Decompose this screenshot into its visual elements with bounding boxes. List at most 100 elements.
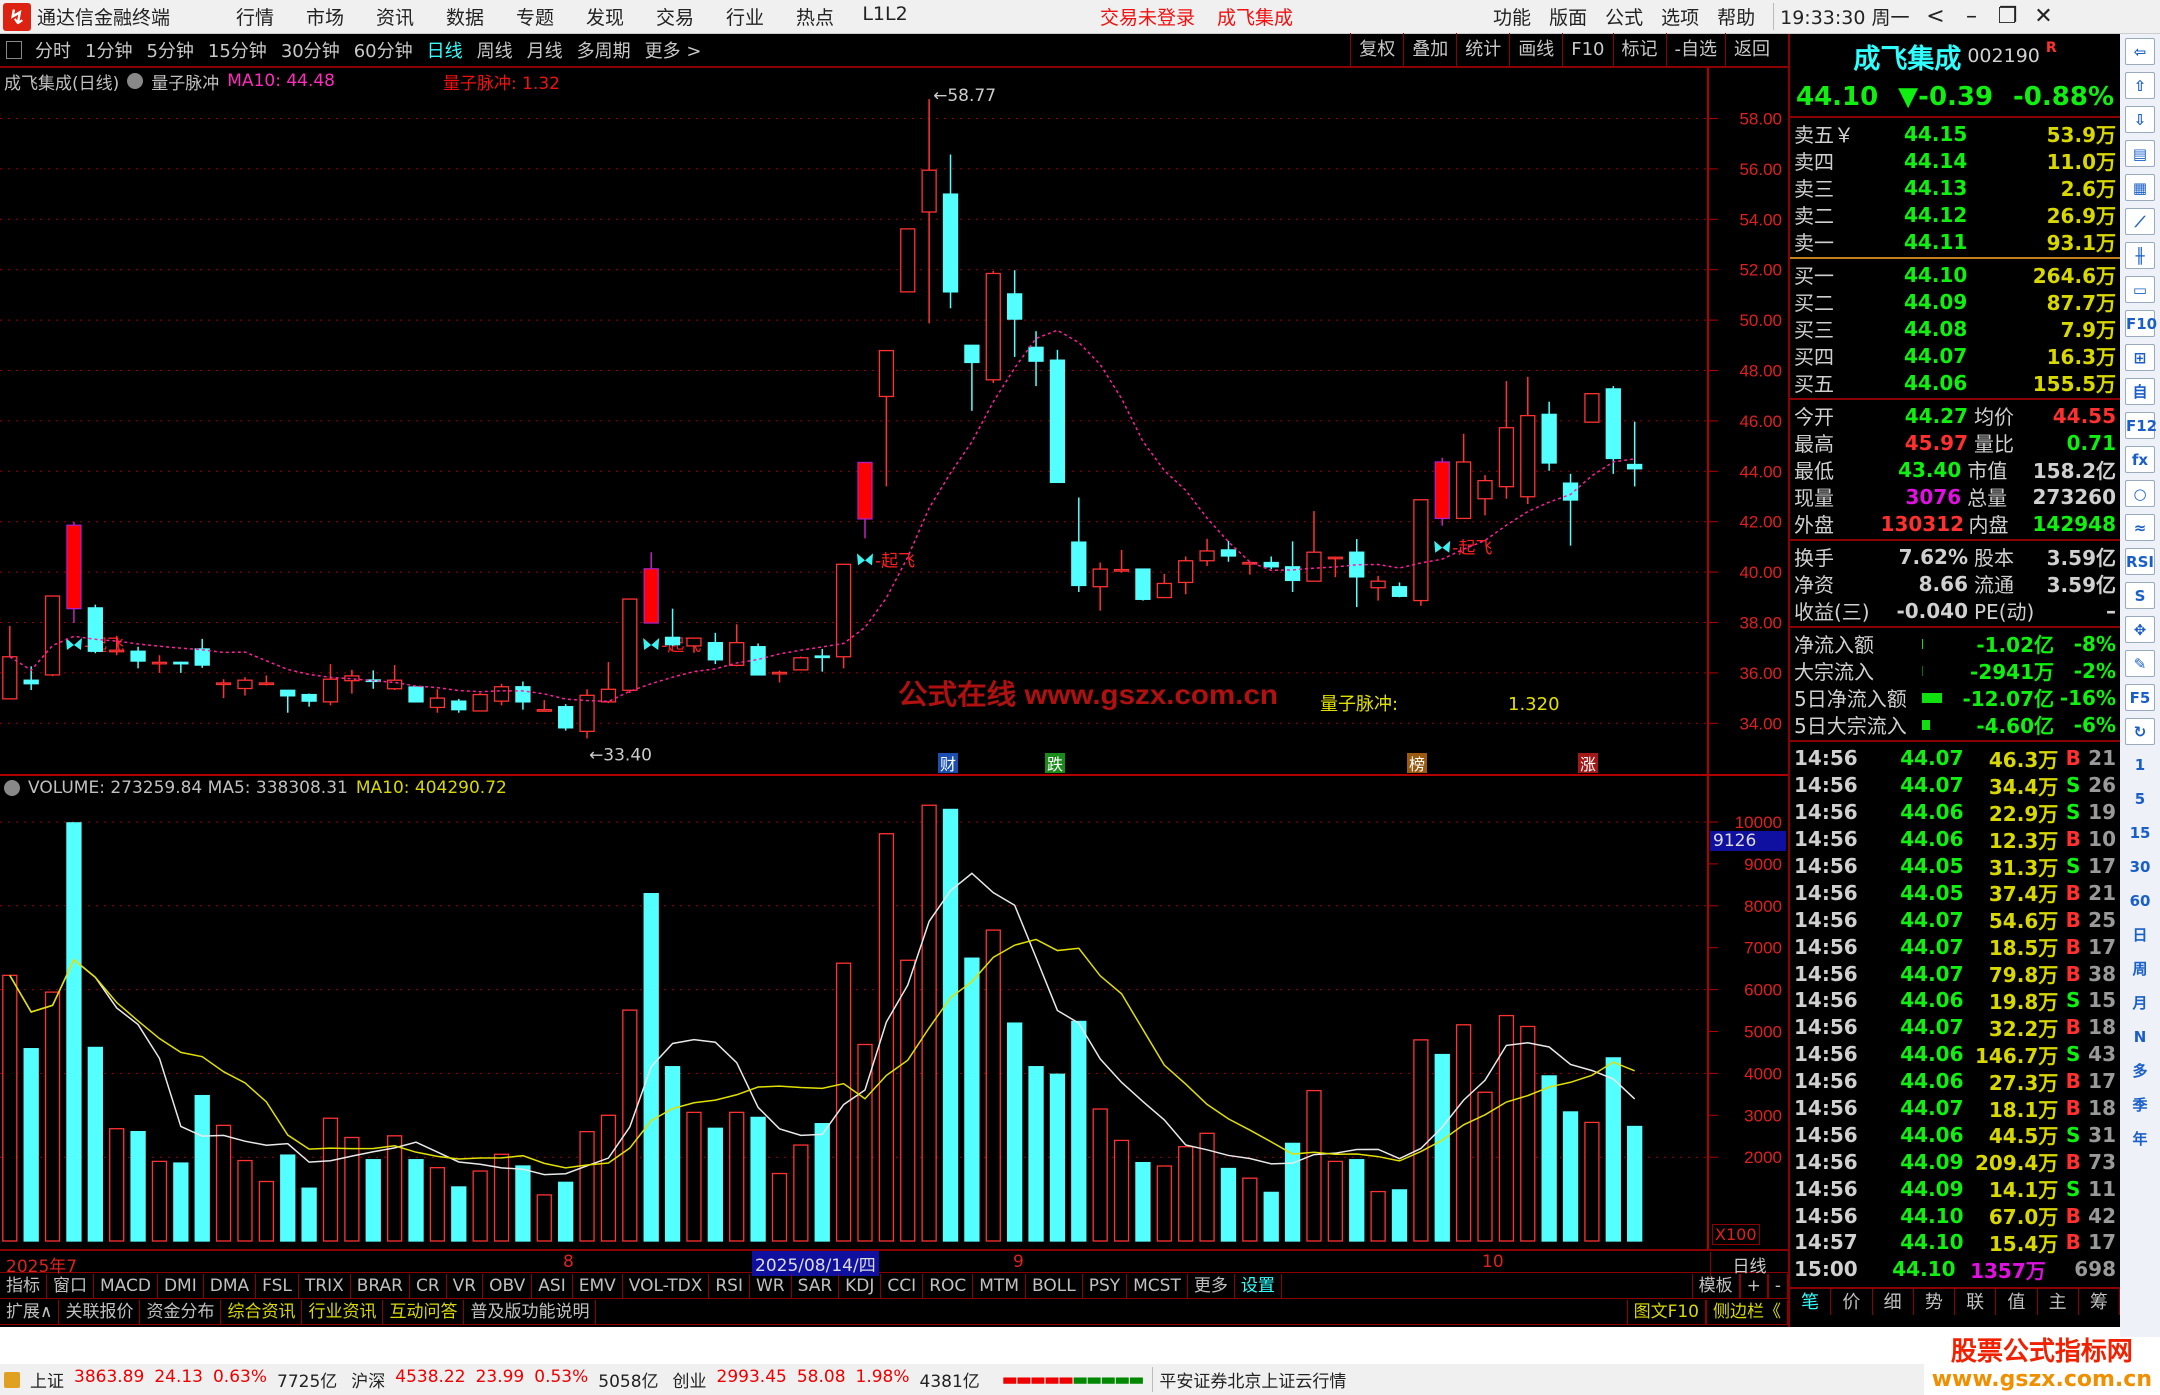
indicator-tab-SAR[interactable]: SAR [792,1273,840,1299]
menu-市场[interactable]: 市场 [306,7,345,29]
ext-tab-资金分布[interactable]: 资金分布 [140,1299,222,1325]
indicator-dropdown-icon[interactable] [127,73,144,89]
line-chart-icon[interactable]: ⟋ [2125,208,2155,235]
period-tab[interactable]: 1分钟 [85,41,133,62]
toolbar-button[interactable]: 画线 [1509,33,1562,67]
toolbar-button[interactable]: 标记 [1612,33,1666,67]
indicator-tab-MACD[interactable]: MACD [94,1273,158,1299]
up-icon[interactable]: ⇧ [2125,72,2155,99]
indicator-tab-BOLL[interactable]: BOLL [1026,1273,1083,1299]
period-month-icon[interactable]: 月 [2132,994,2148,1012]
wave-icon[interactable]: ≈ [2125,514,2155,541]
minimize-button[interactable]: – [1966,4,1977,29]
indicator-tab-MTM[interactable]: MTM [973,1273,1026,1299]
period-15-icon[interactable]: 15 [2129,824,2151,842]
refresh-icon[interactable]: ↻ [2125,718,2155,745]
board-icon[interactable]: ▦ [2125,174,2155,201]
menu-交易[interactable]: 交易 [656,7,695,29]
indicator-tab-WR[interactable]: WR [750,1273,792,1299]
menu-热点[interactable]: 热点 [796,7,835,29]
toolbar-button[interactable]: 统计 [1456,33,1509,67]
login-status[interactable]: 交易未登录 [1100,7,1196,29]
menu-行业[interactable]: 行业 [726,7,765,29]
indicator-tab-TRIX[interactable]: TRIX [299,1273,351,1299]
ext-tab-行业资讯[interactable]: 行业资讯 [302,1299,384,1325]
indicator-tab-指标[interactable]: 指标 [0,1273,47,1299]
period-1-icon[interactable]: 1 [2134,756,2146,774]
ext-tab-互动问答[interactable]: 互动问答 [383,1299,465,1325]
index-创业[interactable]: 创业 2993.45 58.08 1.98% 4381亿 [673,1367,980,1392]
toolbar-button[interactable]: F10 [1562,33,1612,67]
f5-icon[interactable]: F5 [2125,684,2155,711]
period-tab[interactable]: 分时 [35,41,71,62]
period-tab[interactable]: 周线 [476,41,513,62]
back-button[interactable]: < [1926,4,1945,29]
tick-list[interactable]: 14:56 44.07 46.3万 B 21 14:56 44.07 34.4万 S 26 14:5… [1790,742,2120,1287]
panel-tab-联[interactable]: 联 [1955,1289,1997,1315]
indicator-tab-OBV[interactable]: OBV [483,1273,533,1299]
menu-行情[interactable]: 行情 [236,7,275,29]
down-icon[interactable]: ⇩ [2125,106,2155,133]
circle-icon[interactable]: ○ [2125,480,2155,507]
ext-tab-普及版功能说明[interactable]: 普及版功能说明 [464,1299,597,1325]
menu-功能[interactable]: 功能 [1493,7,1532,29]
index-沪深[interactable]: 沪深 4538.22 23.99 0.53% 5058亿 [351,1367,658,1392]
menu-专题[interactable]: 专题 [516,7,555,29]
indicator-tab-CR[interactable]: CR [410,1273,447,1299]
menu-资讯[interactable]: 资讯 [376,7,415,29]
period-tab[interactable]: 15分钟 [207,41,267,62]
f10-icon[interactable]: F10 [2125,310,2157,337]
kline-chart[interactable]: 58.00 56.00 54.00 52.00 50.00 48.00 46.00 44.00… [0,0,1788,1274]
tree-icon[interactable]: ⊞ [2125,344,2155,371]
close-button[interactable]: ✕ [2034,4,2053,29]
period-tab[interactable]: 月线 [526,41,563,62]
template-button[interactable]: - [1767,1273,1788,1299]
indicator-tab-RSI[interactable]: RSI [709,1273,750,1299]
indicator-tab-VR[interactable]: VR [447,1273,484,1299]
period-60-icon[interactable]: 60 [2129,892,2151,910]
indicator-tab-设置[interactable]: 设置 [1235,1273,1282,1299]
menu-帮助[interactable]: 帮助 [1717,7,1756,29]
ext-tab-关联报价[interactable]: 关联报价 [59,1299,141,1325]
period-tab[interactable]: 日线 [426,41,463,62]
template-button[interactable]: + [1739,1273,1768,1299]
panel-toggle-icon[interactable] [6,41,22,59]
menu-数据[interactable]: 数据 [446,7,485,29]
move-icon[interactable]: ✥ [2125,616,2155,643]
menu-版面[interactable]: 版面 [1549,7,1588,29]
period-30-icon[interactable]: 30 [2129,858,2151,876]
toolbar-button[interactable]: -自选 [1665,33,1726,67]
ext-right-button[interactable]: 图文F10 [1626,1299,1706,1325]
indicator-tab-PSY[interactable]: PSY [1083,1273,1128,1299]
period-n-icon[interactable]: N [2133,1028,2147,1046]
panel-tab-笔[interactable]: 笔 [1790,1289,1832,1315]
menu-公式[interactable]: 公式 [1605,7,1644,29]
period-tab[interactable]: 30分钟 [280,41,340,62]
indicator-tab-ROC[interactable]: ROC [923,1273,974,1299]
menu-发现[interactable]: 发现 [586,7,625,29]
index-上证[interactable]: 上证 3863.89 24.13 0.63% 7725亿 [30,1367,337,1392]
restore-button[interactable]: ❐ [1997,4,2018,29]
quote-list-icon[interactable]: ▤ [2125,140,2155,167]
s-icon[interactable]: S [2125,582,2155,609]
toolbar-button[interactable]: 复权 [1350,33,1403,67]
formula-icon[interactable]: fx [2125,446,2155,473]
toolbar-button[interactable]: 叠加 [1403,33,1456,67]
period-tab[interactable]: 5分钟 [146,41,194,62]
period-week-icon[interactable]: 周 [2132,960,2148,978]
panel-tab-值[interactable]: 值 [1996,1289,2038,1315]
period-quarter-icon[interactable]: 季 [2132,1096,2148,1114]
period-year-icon[interactable]: 年 [2132,1130,2148,1148]
period-multi-icon[interactable]: 多 [2132,1062,2148,1080]
indicator-tab-ASI[interactable]: ASI [532,1273,573,1299]
menu-选项[interactable]: 选项 [1661,7,1700,29]
menu-L1L2[interactable]: L1L2 [862,3,908,25]
volume-dropdown-icon[interactable] [4,780,20,796]
window-icon[interactable]: ▭ [2125,276,2155,303]
f12-icon[interactable]: F12 [2125,412,2157,439]
indicator-tab-VOL-TDX[interactable]: VOL-TDX [623,1273,710,1299]
ext-tab-扩展∧[interactable]: 扩展∧ [0,1299,60,1325]
self-select-icon[interactable]: 自 [2125,378,2155,405]
panel-tab-价[interactable]: 价 [1831,1289,1873,1315]
panel-tab-筹[interactable]: 筹 [2079,1289,2120,1315]
